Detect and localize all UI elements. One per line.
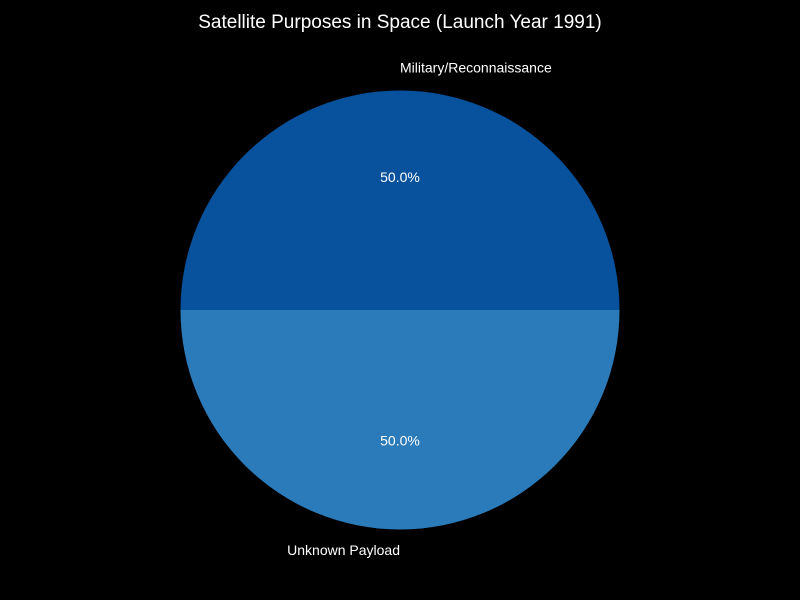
pie-slice-unknown-payload bbox=[180, 310, 620, 530]
pie-slices bbox=[180, 90, 620, 530]
pie-labels: 50.0% Military/Reconnaissance 50.0% Unknown… bbox=[287, 59, 552, 558]
slice-percent-label: 50.0% bbox=[380, 432, 420, 448]
chart-title: Satellite Purposes in Space (Launch Year… bbox=[198, 12, 602, 33]
pie-slice-military-reconnaissance bbox=[180, 90, 620, 311]
slice-category-label: Military/Reconnaissance bbox=[400, 59, 552, 75]
slice-category-label: Unknown Payload bbox=[287, 542, 400, 558]
slice-percent-label: 50.0% bbox=[380, 169, 420, 185]
